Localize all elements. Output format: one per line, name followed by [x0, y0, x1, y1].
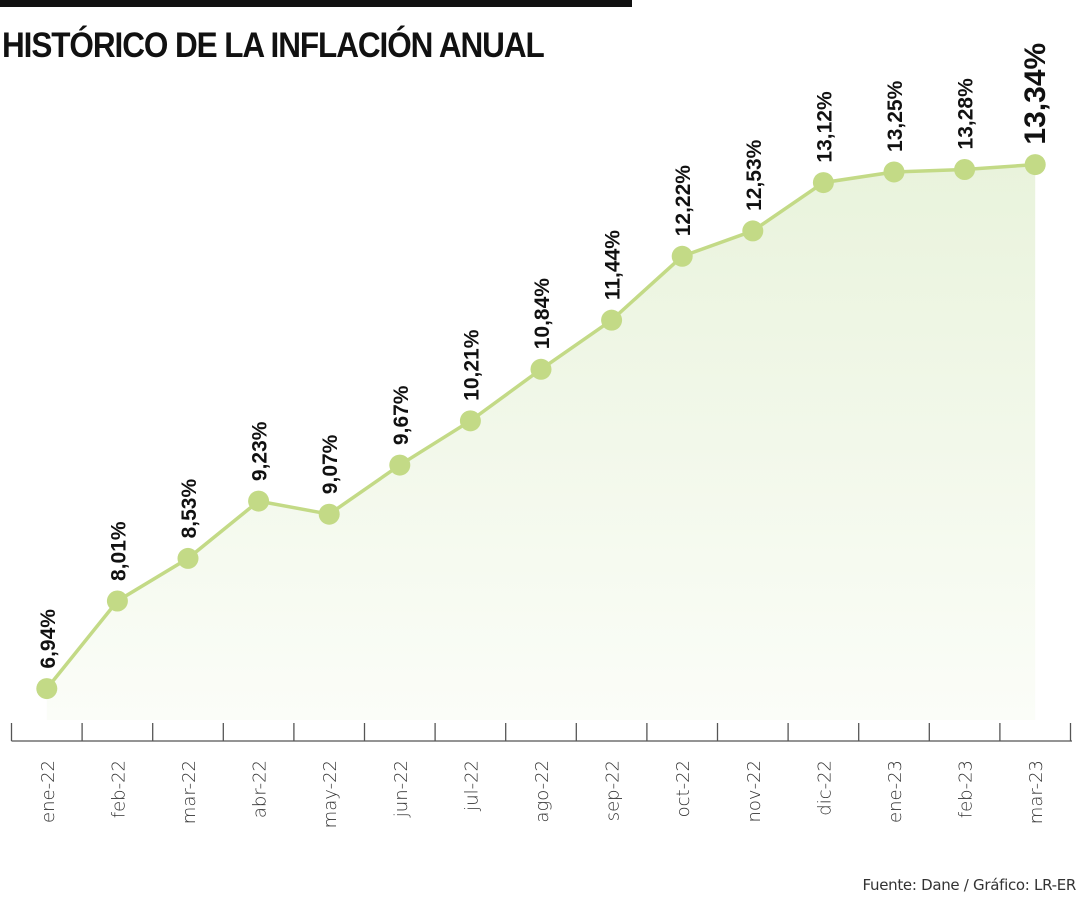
data-point: [248, 490, 270, 512]
data-label: 12,53%: [743, 139, 766, 211]
data-label: 13,34%: [1019, 43, 1052, 145]
data-label: 12,22%: [672, 165, 695, 237]
data-label: 8,53%: [178, 479, 201, 539]
data-point: [389, 454, 411, 476]
x-tick-label: abr-22: [250, 760, 271, 818]
x-tick-label: nov-22: [744, 760, 765, 822]
chart-title: HISTÓRICO DE LA INFLACIÓN ANUAL: [2, 26, 545, 65]
source-note: Fuente: Dane / Gráfico: LR-ER: [862, 876, 1076, 894]
data-point: [36, 678, 58, 700]
data-label: 8,01%: [107, 521, 130, 581]
data-label: 9,07%: [319, 434, 342, 494]
data-point: [954, 158, 976, 180]
data-point: [177, 547, 199, 569]
data-label: 9,23%: [249, 421, 272, 481]
x-tick-label: mar-22: [179, 760, 200, 824]
data-point: [530, 358, 552, 380]
data-label: 9,67%: [390, 385, 413, 445]
data-point: [742, 220, 764, 242]
x-tick-label: mar-23: [1026, 760, 1047, 824]
data-point: [812, 172, 834, 194]
x-tick-label: ene-22: [38, 760, 59, 823]
data-label: 13,12%: [813, 91, 836, 163]
data-point: [601, 309, 623, 331]
x-tick-label: ago-22: [532, 760, 553, 823]
data-point: [671, 245, 693, 267]
data-label: 10,21%: [460, 329, 483, 401]
data-point: [106, 590, 128, 612]
x-tick-label: may-22: [320, 760, 341, 828]
x-tick-label: feb-23: [956, 760, 977, 818]
data-point: [883, 161, 905, 183]
data-label: 13,28%: [955, 78, 978, 150]
x-tick-label: sep-22: [603, 760, 624, 821]
data-label: 6,94%: [37, 609, 60, 669]
title-bar-decoration: [0, 0, 632, 7]
data-point: [318, 503, 340, 525]
x-tick-label: dic-22: [814, 760, 835, 816]
area-fill: [46, 164, 1036, 720]
data-point: [459, 410, 481, 432]
data-label: 13,25%: [884, 80, 907, 152]
data-label: 11,44%: [602, 230, 625, 300]
x-tick-label: jun-22: [391, 760, 412, 818]
data-point: [1024, 154, 1046, 176]
x-tick-label: ene-23: [885, 760, 906, 823]
data-label: 10,84%: [531, 278, 554, 350]
x-tick-label: feb-22: [108, 760, 129, 818]
x-tick-label: jul-22: [461, 760, 482, 812]
x-tick-label: oct-22: [673, 760, 694, 817]
